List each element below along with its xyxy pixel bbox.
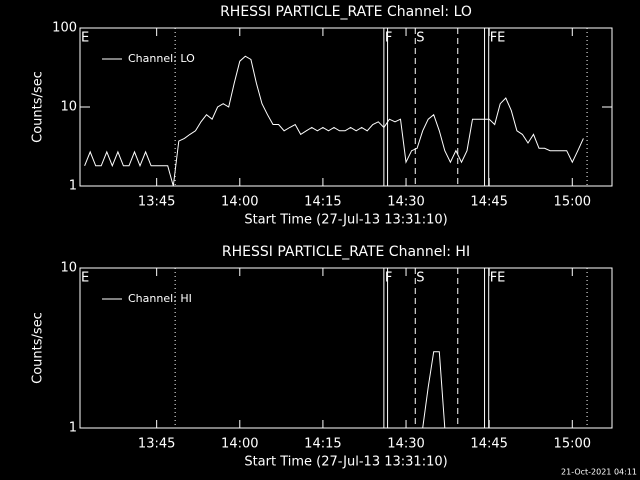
x-tick-label: 14:45 (470, 195, 507, 210)
x-tick-label: 14:30 (387, 437, 424, 452)
x-tick-label: 14:30 (387, 195, 424, 210)
y-axis-label: Counts/sec (31, 312, 46, 384)
x-axis-label: Start Time (27-Jul-13 13:31:10) (244, 213, 447, 228)
flag-label: F (385, 271, 392, 286)
flag-label: E (81, 31, 89, 46)
y-axis-label: Counts/sec (31, 71, 46, 143)
x-tick-label: 14:00 (221, 437, 258, 452)
x-tick-label: 15:00 (554, 195, 591, 210)
chart-title: RHESSI PARTICLE_RATE Channel: LO (220, 4, 472, 20)
chart-title: RHESSI PARTICLE_RATE Channel: HI (222, 244, 470, 260)
x-tick-label: 13:45 (138, 437, 175, 452)
data-line (411, 351, 446, 429)
data-line (84, 55, 584, 187)
x-tick-label: 14:15 (304, 195, 341, 210)
y-tick-label: 1 (69, 179, 77, 194)
x-tick-label: 14:45 (470, 437, 507, 452)
plot-frame (79, 267, 613, 429)
y-tick-label: 10 (60, 100, 77, 115)
flag-label: S (416, 31, 424, 46)
legend-label: Channel: HI (128, 292, 192, 305)
y-tick-label: 1 (69, 421, 77, 436)
x-axis-label: Start Time (27-Jul-13 13:31:10) (244, 455, 447, 470)
flag-label: E (81, 271, 89, 286)
flag-label: F (385, 31, 392, 46)
flag-label: S (416, 271, 424, 286)
x-tick-label: 15:00 (554, 437, 591, 452)
footer: 21-Oct-2021 04:11 (561, 468, 637, 477)
legend-label: Channel: LO (128, 52, 195, 65)
y-tick-label: 10 (60, 261, 77, 276)
x-tick-label: 14:15 (304, 437, 341, 452)
flag-label: FE (490, 271, 506, 286)
x-tick-label: 13:45 (138, 195, 175, 210)
flag-label: FE (490, 31, 506, 46)
y-tick-label: 100 (52, 21, 77, 36)
x-tick-label: 14:00 (221, 195, 258, 210)
